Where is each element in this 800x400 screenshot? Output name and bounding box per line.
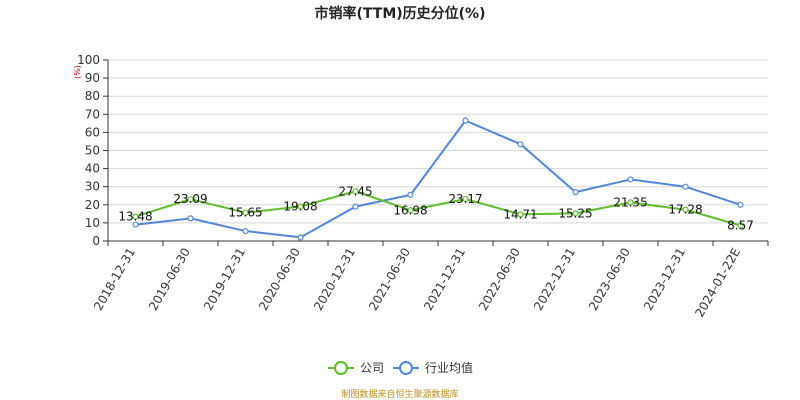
data-point — [462, 117, 469, 124]
source-note: 制图数据来自恒生聚源数据库 — [341, 388, 458, 400]
data-point — [517, 141, 524, 148]
data-labels: 13.48 23.09 15.65 19.08 27.45 16.98 23.17 14.71… — [118, 184, 754, 232]
x-tick-label: 2020-06-30 — [256, 246, 303, 313]
data-point — [352, 203, 359, 210]
legend-item-industry-average[interactable]: 行业均值 — [393, 360, 473, 375]
data-point — [462, 195, 469, 203]
x-tick-label: 2018-12-31 — [91, 246, 138, 313]
y-tick-label: 90 — [85, 71, 100, 85]
data-point — [572, 189, 579, 196]
y-tick-label: 50 — [85, 144, 100, 158]
legend-label-industry-average: 行业均值 — [425, 360, 473, 375]
data-point — [297, 203, 304, 210]
x-tick-label: 2024-01-22E — [692, 246, 743, 320]
y-tick-label: 100 — [77, 53, 100, 67]
data-point — [132, 221, 139, 228]
y-tick-label: 0 — [92, 234, 100, 248]
x-tick-label: 2019-12-31 — [201, 246, 248, 313]
legend-item-company[interactable]: 公司 — [328, 361, 384, 375]
data-point — [627, 199, 634, 206]
data-point — [682, 206, 689, 213]
data-point — [297, 234, 304, 241]
data-label: 16.98 — [393, 203, 427, 217]
data-label: 13.48 — [118, 210, 152, 224]
y-tick-label: 20 — [85, 198, 100, 212]
data-point — [242, 209, 249, 216]
y-axis-unit: (%) — [73, 65, 82, 79]
data-label: 27.45 — [338, 184, 372, 198]
x-tick-label: 2022-12-31 — [531, 246, 578, 313]
data-label: 23.17 — [448, 192, 482, 206]
legend-marker-company — [334, 361, 348, 375]
data-label: 21.35 — [613, 195, 647, 209]
data-point — [627, 176, 634, 183]
data-point — [242, 227, 249, 235]
series-line-0 — [135, 190, 741, 227]
data-point — [517, 211, 524, 218]
y-tick-label: 10 — [85, 216, 100, 230]
data-label: 8.57 — [727, 218, 754, 232]
series-lines — [132, 117, 744, 241]
x-tick-label: 2019-06-30 — [146, 246, 193, 313]
legend-marker-industry-average — [399, 361, 413, 375]
y-tick-label: 40 — [85, 162, 100, 176]
y-tick-label: 60 — [85, 125, 100, 139]
x-tick-label: 2023-12-31 — [641, 246, 688, 313]
chart-title: 市销率(TTM)历史分位(%) — [315, 5, 486, 22]
data-label: 15.25 — [558, 206, 592, 220]
data-point — [352, 188, 359, 195]
data-point — [572, 210, 579, 217]
y-tick-label: 80 — [85, 89, 100, 103]
y-axis-ticks: 0 10 20 30 40 50 60 70 80 90 100 — [77, 53, 109, 248]
data-point — [682, 183, 689, 190]
data-point — [737, 201, 744, 208]
x-tick-label: 2021-12-31 — [421, 246, 468, 313]
legend: 公司 行业均值 — [328, 360, 473, 375]
data-point — [187, 196, 194, 203]
data-point — [407, 207, 414, 214]
data-label: 19.08 — [283, 199, 317, 213]
data-point — [407, 191, 414, 198]
data-label: 23.09 — [173, 192, 207, 206]
x-axis: 2018-12-31 2019-06-30 2019-12-31 2020-06-30… — [91, 240, 769, 320]
x-tick-label: 2020-12-31 — [311, 246, 358, 313]
x-tick-label: 2022-06-30 — [476, 246, 523, 313]
data-point — [187, 215, 194, 222]
legend-label-company: 公司 — [360, 361, 384, 375]
y-tick-label: 70 — [85, 107, 100, 121]
series-line-1 — [135, 119, 741, 239]
data-point — [132, 213, 139, 220]
x-tick-label: 2021-06-30 — [366, 246, 413, 313]
data-label: 14.71 — [503, 207, 537, 221]
grid-lines — [108, 59, 768, 224]
data-point — [737, 222, 744, 229]
x-tick-label: 2023-06-30 — [586, 246, 633, 313]
y-tick-label: 30 — [85, 180, 100, 194]
data-label: 17.28 — [668, 203, 702, 217]
data-label: 15.65 — [228, 206, 262, 220]
